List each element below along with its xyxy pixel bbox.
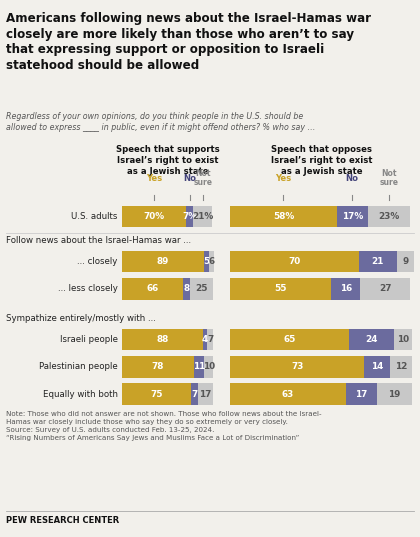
Bar — [230, 356, 364, 378]
Bar — [186, 206, 193, 227]
Text: 73: 73 — [291, 362, 303, 371]
Bar — [209, 251, 214, 272]
Text: 10: 10 — [202, 362, 215, 371]
Text: Not
sure: Not sure — [193, 169, 212, 187]
Bar — [230, 206, 336, 227]
Text: 78: 78 — [152, 362, 164, 371]
Bar — [349, 329, 394, 350]
Text: 7: 7 — [191, 390, 197, 398]
Text: Americans following news about the Israel-Hamas war
closely are more likely than: Americans following news about the Israe… — [6, 12, 371, 72]
Bar — [207, 329, 213, 350]
Text: 63: 63 — [282, 390, 294, 398]
Bar — [230, 278, 331, 300]
Text: 12: 12 — [395, 362, 407, 371]
Bar — [397, 251, 414, 272]
Text: 16: 16 — [340, 285, 352, 293]
Text: 17: 17 — [199, 390, 212, 398]
Text: 11: 11 — [193, 362, 205, 371]
Text: 27: 27 — [379, 285, 391, 293]
Text: 6: 6 — [208, 257, 215, 266]
Bar — [122, 251, 204, 272]
Text: PEW RESEARCH CENTER: PEW RESEARCH CENTER — [6, 516, 120, 525]
Text: 23%: 23% — [378, 212, 399, 221]
Text: Sympathize entirely/mostly with ...: Sympathize entirely/mostly with ... — [6, 314, 156, 323]
Text: Yes: Yes — [275, 174, 291, 183]
Bar — [331, 278, 360, 300]
Bar — [122, 329, 203, 350]
Bar — [368, 206, 410, 227]
Bar — [194, 356, 204, 378]
Bar — [191, 383, 197, 405]
Bar — [364, 356, 390, 378]
Bar — [190, 278, 213, 300]
Text: Speech that opposes
Israel’s right to exist
as a Jewish state: Speech that opposes Israel’s right to ex… — [271, 145, 373, 176]
Text: Regardless of your own opinions, do you think people in the U.S. should be
allow: Regardless of your own opinions, do you … — [6, 112, 316, 132]
Text: Yes: Yes — [146, 174, 162, 183]
Text: 7: 7 — [207, 335, 213, 344]
Text: 14: 14 — [371, 362, 383, 371]
Text: 19: 19 — [388, 390, 401, 398]
Text: 5: 5 — [203, 257, 210, 266]
Text: 7%: 7% — [182, 212, 197, 221]
Bar — [377, 383, 412, 405]
Bar — [193, 206, 213, 227]
Text: 70: 70 — [288, 257, 301, 266]
Bar — [203, 329, 207, 350]
Text: 21: 21 — [372, 257, 384, 266]
Text: 70%: 70% — [144, 212, 165, 221]
Text: No: No — [346, 174, 359, 183]
Text: 21%: 21% — [192, 212, 213, 221]
Text: Follow news about the Israel-Hamas war ...: Follow news about the Israel-Hamas war .… — [6, 236, 192, 245]
Text: Speech that supports
Israel’s right to exist
as a Jewish state: Speech that supports Israel’s right to e… — [116, 145, 220, 176]
Text: 89: 89 — [157, 257, 169, 266]
Text: U.S. adults: U.S. adults — [71, 212, 118, 221]
Bar — [122, 206, 186, 227]
Text: 17%: 17% — [341, 212, 363, 221]
Text: ... closely: ... closely — [77, 257, 118, 266]
Text: 10: 10 — [396, 335, 409, 344]
Text: Not
sure: Not sure — [379, 169, 399, 187]
Bar — [197, 383, 213, 405]
Text: 55: 55 — [274, 285, 287, 293]
Bar — [204, 251, 209, 272]
Bar — [204, 356, 213, 378]
Text: Equally with both: Equally with both — [42, 390, 118, 398]
Text: ... less closely: ... less closely — [58, 285, 118, 293]
Bar — [183, 278, 190, 300]
Bar — [122, 383, 191, 405]
Text: Israeli people: Israeli people — [60, 335, 118, 344]
Text: 9: 9 — [402, 257, 409, 266]
Bar — [394, 329, 412, 350]
Text: No: No — [183, 174, 196, 183]
Text: 75: 75 — [150, 390, 163, 398]
Bar — [336, 206, 368, 227]
Bar — [359, 251, 397, 272]
Text: 17: 17 — [355, 390, 368, 398]
Bar — [230, 383, 346, 405]
Text: 25: 25 — [195, 285, 208, 293]
Text: 65: 65 — [284, 335, 296, 344]
Text: Note: Those who did not answer are not shown. Those who follow news about the Is: Note: Those who did not answer are not s… — [6, 411, 322, 440]
Bar — [122, 356, 194, 378]
Text: 58%: 58% — [273, 212, 294, 221]
Bar — [390, 356, 412, 378]
Text: 88: 88 — [156, 335, 168, 344]
Text: 24: 24 — [365, 335, 378, 344]
Text: Palestinian people: Palestinian people — [39, 362, 118, 371]
Text: 66: 66 — [146, 285, 158, 293]
Text: 4: 4 — [202, 335, 208, 344]
Bar — [230, 251, 359, 272]
Bar — [346, 383, 377, 405]
Text: 8: 8 — [184, 285, 189, 293]
Bar — [230, 329, 349, 350]
Bar — [122, 278, 183, 300]
Bar — [360, 278, 410, 300]
